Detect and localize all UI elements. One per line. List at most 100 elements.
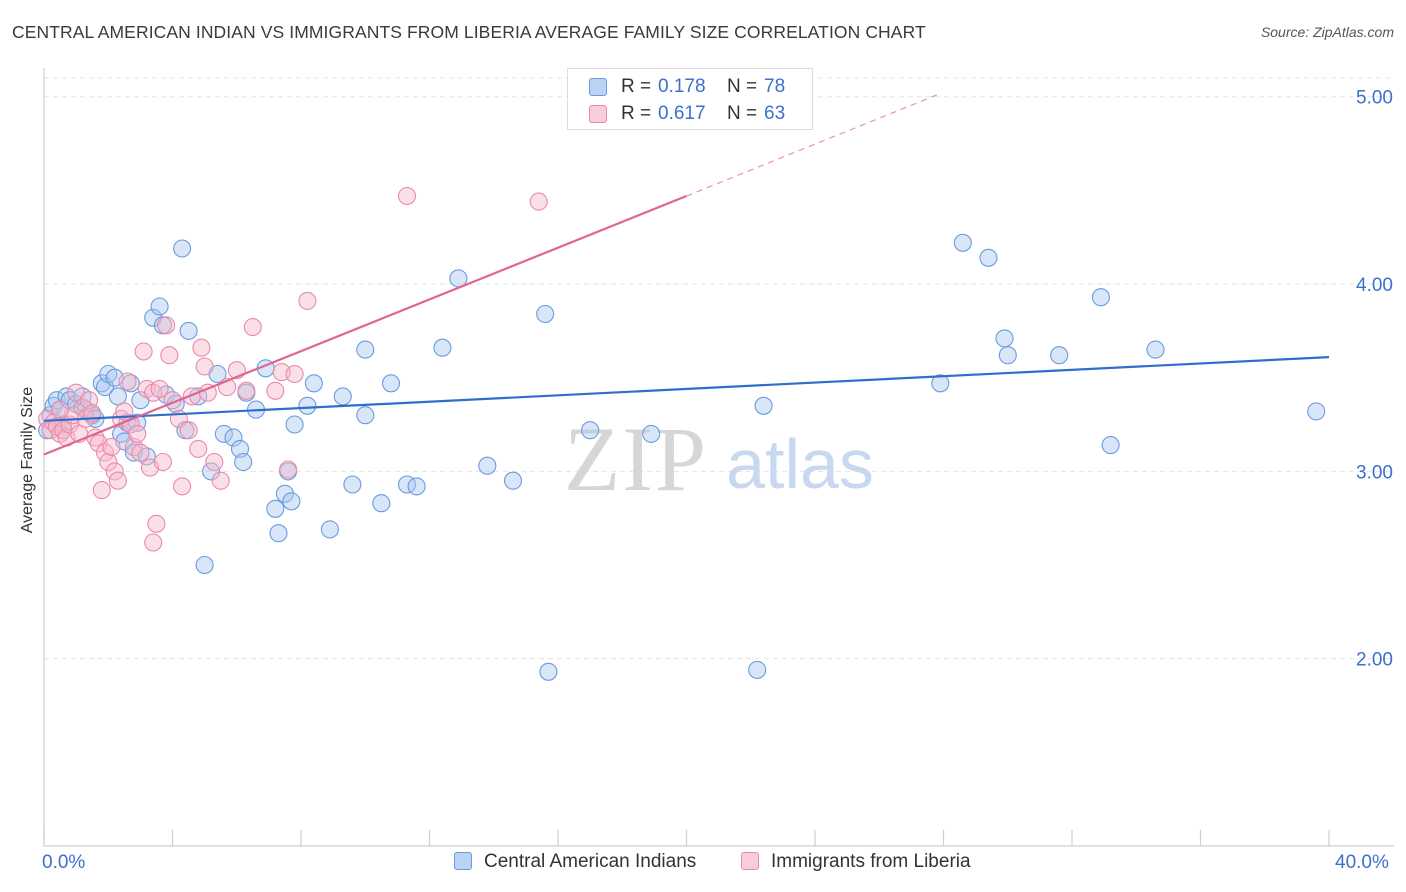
data-point: [356, 340, 375, 359]
data-point: [356, 406, 375, 425]
x-tick-label-min: 0.0%: [42, 852, 86, 873]
legend-item-central-american-indians: Central American Indians: [454, 851, 696, 873]
trendline-central-american-indians: [43, 356, 1330, 422]
chart-title: CENTRAL AMERICAN INDIAN VS IMMIGRANTS FR…: [12, 22, 926, 42]
data-point: [160, 346, 179, 365]
data-point: [269, 524, 288, 543]
data-point: [642, 424, 661, 443]
data-point: [529, 192, 548, 211]
trendline-immigrants-from-liberia: [43, 194, 687, 456]
y-tick-label: 4.00: [1356, 275, 1393, 296]
data-point: [237, 381, 256, 400]
data-point: [298, 291, 317, 310]
legend-r-label: R =: [621, 76, 652, 97]
data-point: [304, 374, 323, 393]
data-point: [536, 304, 555, 324]
data-point: [179, 321, 198, 340]
data-point: [173, 477, 192, 496]
y-tick-labels: 5.00 4.00 3.00 2.00: [1356, 88, 1393, 671]
y-tick-label: 3.00: [1356, 462, 1393, 483]
data-point: [343, 475, 362, 494]
data-point: [211, 471, 230, 490]
data-point: [407, 477, 426, 496]
data-point: [51, 400, 70, 419]
x-tick-label-max: 40.0%: [1335, 852, 1389, 873]
data-point: [131, 443, 150, 462]
data-point: [1307, 402, 1326, 421]
data-point: [266, 381, 285, 400]
legend-n-value-series2: 63: [764, 103, 786, 124]
data-point: [121, 374, 140, 393]
data-point: [150, 379, 169, 398]
data-point: [157, 316, 176, 335]
data-point: [205, 452, 224, 472]
data-point: [1146, 340, 1165, 359]
data-point: [150, 297, 169, 316]
series-immigrants-from-liberia: [38, 186, 548, 552]
data-point: [179, 421, 198, 440]
data-point: [47, 391, 66, 410]
stats-legend: R = 0.178 N = 78 R = 0.617 N = 63: [567, 68, 813, 130]
data-point: [108, 387, 127, 406]
data-point: [234, 452, 253, 472]
data-point: [134, 342, 153, 361]
data-point: [333, 387, 352, 406]
data-point: [320, 520, 339, 539]
legend-n-label: N =: [727, 103, 758, 124]
data-point: [192, 338, 211, 357]
trendline-extension-immigrants-from-liberia: [686, 94, 938, 197]
data-point: [1101, 436, 1120, 455]
data-point: [1050, 346, 1069, 365]
data-point: [189, 439, 208, 458]
legend-swatch-blue: [589, 78, 607, 96]
trendlines: [43, 94, 1330, 456]
legend-label-series1: Central American Indians: [484, 851, 697, 872]
legend-row-series1: R = 0.178 N = 78: [568, 73, 812, 101]
legend-r-value-series1: 0.178: [658, 76, 706, 97]
data-point: [285, 364, 304, 384]
watermark-zip: ZIP: [564, 408, 708, 510]
data-point: [195, 555, 214, 575]
data-point: [478, 456, 497, 475]
data-point: [372, 494, 391, 513]
data-point: [931, 374, 950, 393]
legend-swatch-pink: [589, 105, 607, 123]
data-point: [397, 186, 417, 206]
data-point: [998, 346, 1017, 365]
watermark-atlas: atlas: [726, 425, 874, 503]
legend-r-label: R =: [621, 103, 652, 124]
data-point: [99, 452, 118, 472]
data-point: [144, 533, 163, 552]
data-point: [953, 233, 972, 252]
data-point: [153, 452, 172, 472]
data-point: [73, 398, 92, 417]
data-point: [748, 660, 767, 679]
data-point: [1091, 288, 1110, 307]
data-point: [147, 514, 166, 533]
data-point: [173, 239, 192, 258]
data-point: [539, 662, 558, 681]
data-point: [285, 415, 304, 434]
source-label: Source: ZipAtlas.com: [1260, 24, 1394, 40]
legend-r-value-series2: 0.617: [658, 103, 706, 124]
y-tick-label: 5.00: [1356, 88, 1393, 109]
legend-swatch-pink: [741, 852, 759, 870]
data-point: [979, 248, 998, 267]
gridlines: [44, 77, 1394, 660]
legend-label-series2: Immigrants from Liberia: [771, 851, 971, 872]
data-point: [214, 424, 233, 443]
data-point: [118, 372, 137, 391]
data-point: [433, 338, 452, 357]
axes: [43, 68, 1394, 847]
data-point: [581, 421, 600, 440]
legend-item-immigrants-from-liberia: Immigrants from Liberia: [741, 851, 971, 873]
data-point: [195, 357, 214, 376]
data-point: [995, 329, 1014, 348]
data-point: [202, 462, 221, 481]
y-tick-label: 2.00: [1356, 650, 1393, 671]
data-point: [282, 492, 301, 511]
data-point: [108, 471, 127, 490]
data-point: [102, 437, 121, 457]
legend-swatch-blue: [454, 852, 472, 870]
